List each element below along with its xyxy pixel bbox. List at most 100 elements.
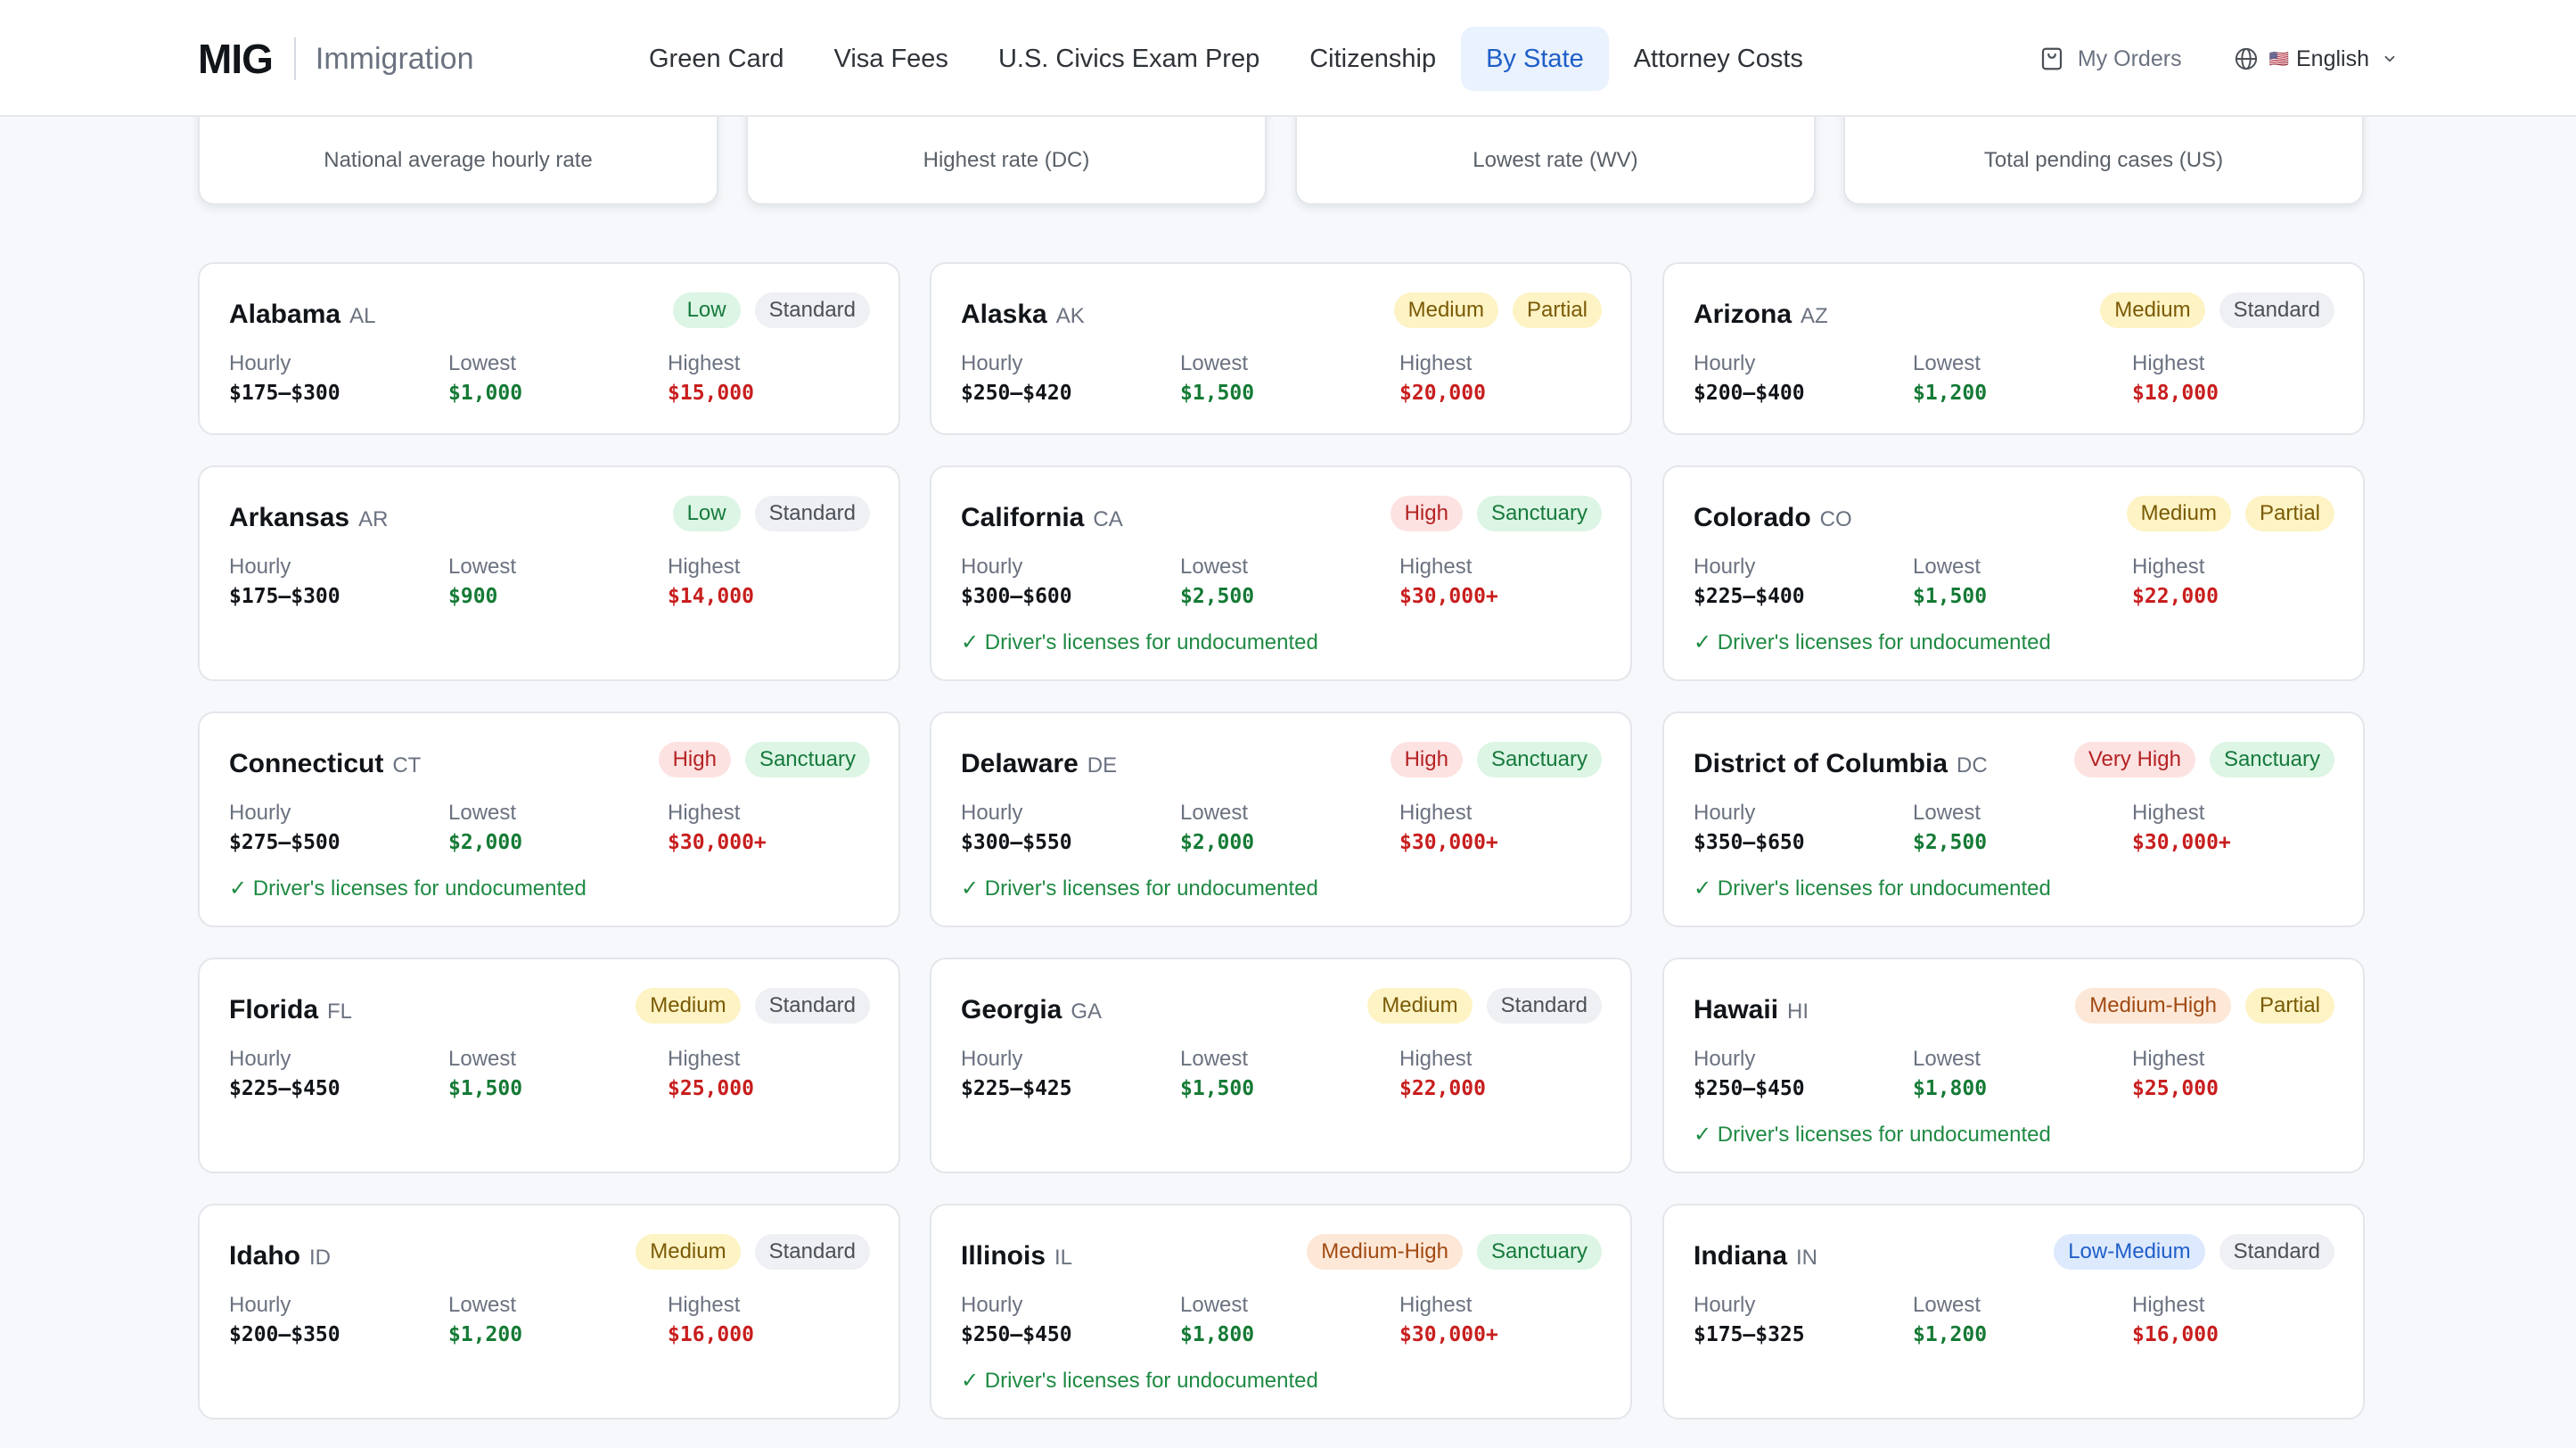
state-card-al[interactable]: Alabama AL Low Standard Hourly $175–$300 Lowes… [198, 262, 900, 435]
state-abbr: CO [1819, 507, 1852, 531]
state-name-text: Georgia [961, 995, 1062, 1024]
stat-card: $315/hrNational average hourly rate [198, 72, 718, 205]
hourly-value: $300–$600 [961, 585, 1072, 608]
state-card-dc[interactable]: District of Columbia DC Very High Sanctuary… [1662, 712, 2365, 927]
highest-metric: Highest $30,000+ [1399, 555, 1498, 608]
lowest-metric: Lowest $2,000 [448, 801, 522, 854]
state-card-ga[interactable]: Georgia GA Medium Standard Hourly $225–$425 Lo… [930, 958, 1632, 1173]
lowest-value: $2,000 [1180, 831, 1255, 854]
highest-value: $30,000+ [668, 831, 767, 854]
hourly-metric: Hourly $225–$450 [229, 1047, 340, 1100]
hourly-value: $250–$420 [961, 382, 1072, 405]
state-card-co[interactable]: Colorado CO Medium Partial Hourly $225–$400 Lo… [1662, 465, 2365, 681]
hourly-metric: Hourly $350–$650 [1694, 801, 1805, 854]
hourly-label: Hourly [961, 801, 1023, 825]
brand[interactable]: MIG Immigration [198, 34, 474, 84]
lowest-label: Lowest [1180, 1047, 1249, 1071]
highest-label: Highest [2132, 351, 2205, 375]
state-badges: Medium Standard [621, 1234, 870, 1270]
state-card-hi[interactable]: Hawaii HI Medium-High Partial Hourly $250–$45… [1662, 958, 2365, 1173]
lowest-label: Lowest [1913, 555, 1981, 579]
state-name: Georgia GA [961, 995, 1102, 1025]
state-name-text: Indiana [1694, 1241, 1788, 1271]
hourly-value: $225–$400 [1694, 585, 1805, 608]
state-card-id[interactable]: Idaho ID Medium Standard Hourly $200–$350 Lowe… [198, 1204, 900, 1419]
highest-label: Highest [1399, 555, 1473, 579]
lowest-metric: Lowest $900 [448, 555, 516, 608]
nav-item-attorney-costs[interactable]: Attorney Costs [1633, 44, 1803, 73]
highest-label: Highest [2132, 801, 2205, 825]
lowest-metric: Lowest $1,800 [1913, 1047, 1987, 1100]
lowest-metric: Lowest $1,500 [448, 1047, 522, 1100]
state-card-il[interactable]: Illinois IL Medium-High Sanctuary Hourly $250… [930, 1204, 1632, 1419]
state-name-text: Delaware [961, 749, 1079, 778]
state-abbr: IL [1054, 1246, 1073, 1270]
state-abbr: DC [1957, 753, 1988, 777]
nav-item-visa-fees[interactable]: Visa Fees [833, 44, 948, 73]
nav-item-citizenship[interactable]: Citizenship [1309, 44, 1437, 73]
lowest-value: $1,200 [1913, 382, 1988, 405]
hourly-metric: Hourly $300–$550 [961, 801, 1072, 854]
highest-label: Highest [668, 351, 741, 375]
state-name-text: Connecticut [229, 749, 384, 778]
highest-value: $25,000 [2132, 1077, 2219, 1100]
state-card-ct[interactable]: Connecticut CT High Sanctuary Hourly $275–$50… [198, 712, 900, 927]
state-card-de[interactable]: Delaware DE High Sanctuary Hourly $300–$550 Lo… [930, 712, 1632, 927]
hourly-label: Hourly [1694, 1293, 1756, 1317]
drivers-license-note: ✓ Driver's licenses for undocumented [1694, 630, 2051, 654]
lowest-metric: Lowest $1,000 [448, 351, 522, 405]
chevron-down-icon [2384, 55, 2395, 62]
lowest-label: Lowest [448, 1293, 517, 1317]
hourly-label: Hourly [229, 351, 291, 375]
nav-item-by-state[interactable]: By State [1461, 27, 1609, 91]
state-badges: High Sanctuary [1376, 742, 1602, 777]
highest-value: $16,000 [2132, 1323, 2219, 1346]
highest-label: Highest [2132, 555, 2205, 579]
highest-value: $30,000+ [2132, 831, 2231, 854]
highest-metric: Highest $18,000 [2132, 351, 2219, 405]
state-card-ak[interactable]: Alaska AK Medium Partial Hourly $250–$420 Lowe… [930, 262, 1632, 435]
drivers-license-note: ✓ Driver's licenses for undocumented [961, 876, 1318, 901]
state-abbr: GA [1071, 1000, 1103, 1024]
lowest-value: $1,200 [1913, 1323, 1988, 1346]
hourly-label: Hourly [1694, 1047, 1756, 1071]
nav-item-u-s-civics-exam-prep[interactable]: U.S. Civics Exam Prep [997, 44, 1260, 73]
state-name-text: District of Columbia [1694, 749, 1948, 778]
state-card-az[interactable]: Arizona AZ Medium Standard Hourly $200–$400 Lo… [1662, 262, 2365, 435]
hourly-value: $350–$650 [1694, 831, 1805, 854]
lowest-metric: Lowest $1,200 [1913, 1293, 1987, 1346]
highest-metric: Highest $16,000 [2132, 1293, 2219, 1346]
hourly-value: $275–$500 [229, 831, 340, 854]
hourly-value: $225–$450 [229, 1077, 340, 1100]
highest-value: $15,000 [668, 382, 754, 405]
nav-item-green-card[interactable]: Green Card [649, 44, 784, 73]
state-abbr: FL [327, 1000, 353, 1024]
state-badges: Low Standard [659, 496, 870, 531]
policy-badge: Sanctuary [744, 742, 870, 777]
state-badges: High Sanctuary [644, 742, 870, 777]
cost-level-badge: Low [672, 496, 741, 531]
state-abbr: HI [1787, 1000, 1809, 1024]
state-card-in[interactable]: Indiana IN Low-Medium Standard Hourly $175–$3… [1662, 1204, 2365, 1419]
language-selector[interactable]: 🇺🇸 English [2234, 46, 2398, 72]
lowest-label: Lowest [1180, 1293, 1249, 1317]
my-orders-link[interactable]: My Orders [2039, 45, 2182, 72]
state-card-fl[interactable]: Florida FL Medium Standard Hourly $225–$450 Lo… [198, 958, 900, 1173]
highest-metric: Highest $22,000 [1399, 1047, 1486, 1100]
highest-label: Highest [2132, 1293, 2205, 1317]
state-card-ar[interactable]: Arkansas AR Low Standard Hourly $175–$300 Lowe… [198, 465, 900, 681]
state-card-ca[interactable]: California CA High Sanctuary Hourly $300–$600… [930, 465, 1632, 681]
shopping-bag-icon [2041, 47, 2063, 70]
top-header: MIG Immigration Green Card Visa Fees U.S. … [0, 0, 2576, 117]
globe-icon [2235, 47, 2257, 70]
cost-level-badge: Very High [2073, 742, 2195, 777]
drivers-license-note: ✓ Driver's licenses for undocumented [229, 876, 587, 901]
state-name: Alabama AL [229, 300, 375, 330]
state-abbr: AZ [1801, 304, 1828, 328]
lowest-value: $2,000 [448, 831, 523, 854]
state-abbr: DE [1087, 753, 1118, 777]
brand-logo[interactable]: MIG [198, 36, 274, 82]
policy-badge: Standard [754, 496, 870, 531]
lowest-value: $900 [448, 585, 498, 608]
policy-badge: Sanctuary [1476, 742, 1602, 777]
